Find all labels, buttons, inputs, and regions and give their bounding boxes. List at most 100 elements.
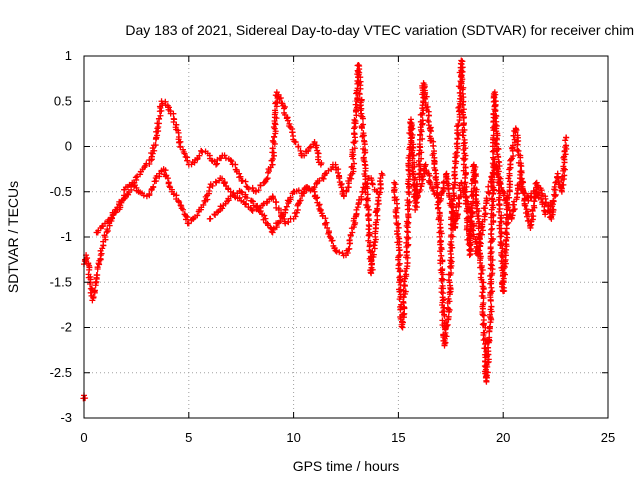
data-point-marker (378, 170, 385, 177)
data-point-marker (228, 158, 235, 165)
data-point-marker (297, 147, 304, 154)
data-point-marker (417, 131, 424, 138)
data-point-marker (364, 197, 371, 204)
data-point-marker (397, 276, 404, 283)
data-point-marker (499, 245, 506, 252)
data-markers (80, 57, 570, 402)
data-point-marker (405, 199, 412, 206)
data-point-marker (295, 201, 302, 208)
data-point-marker (409, 170, 416, 177)
data-point-marker (358, 124, 365, 131)
data-point-marker (458, 61, 465, 68)
data-point-marker (261, 179, 268, 186)
data-point-marker (496, 208, 503, 215)
data-point-marker (489, 148, 496, 155)
data-point-marker (438, 277, 445, 284)
data-point-marker (354, 62, 361, 69)
data-point-marker (148, 157, 155, 164)
data-point-marker (242, 178, 249, 185)
data-point-marker (404, 260, 411, 267)
data-point-marker (351, 116, 358, 123)
data-point-marker (349, 163, 356, 170)
data-point-marker (270, 225, 277, 232)
data-point-marker (445, 277, 452, 284)
data-point-marker (486, 334, 493, 341)
y-tick-label: -0.5 (50, 184, 72, 199)
data-point-marker (322, 215, 329, 222)
data-point-marker (463, 194, 470, 201)
data-point-marker (170, 110, 177, 117)
data-point-marker (472, 202, 479, 209)
data-point-marker (487, 244, 494, 251)
data-point-marker (365, 226, 372, 233)
data-point-marker (260, 200, 267, 207)
data-point-marker (148, 153, 155, 160)
data-point-marker (511, 206, 518, 213)
data-point-marker (480, 337, 487, 344)
data-point-marker (346, 237, 353, 244)
data-point-marker (99, 245, 106, 252)
data-point-marker (364, 212, 371, 219)
data-point-marker (118, 199, 125, 206)
data-point-marker (91, 287, 98, 294)
data-point-marker (408, 137, 415, 144)
data-point-marker (269, 145, 276, 152)
data-point-marker (271, 133, 278, 140)
data-point-marker (227, 157, 234, 164)
data-point-marker (508, 156, 515, 163)
data-point-marker (428, 128, 435, 135)
data-point-marker (206, 184, 213, 191)
data-point-marker (460, 189, 467, 196)
data-point-marker (438, 289, 445, 296)
data-point-marker (128, 186, 135, 193)
data-point-marker (391, 197, 398, 204)
data-point-marker (346, 245, 353, 252)
data-point-marker (461, 189, 468, 196)
data-point-marker (219, 205, 226, 212)
data-point-marker (488, 303, 495, 310)
data-point-marker (439, 271, 446, 278)
data-point-marker (282, 220, 289, 227)
data-point-marker (176, 139, 183, 146)
data-point-marker (257, 207, 264, 214)
data-point-marker (500, 275, 507, 282)
data-point-marker (219, 175, 226, 182)
data-point-marker (400, 311, 407, 317)
data-point-marker (395, 256, 402, 263)
y-tick-label: -2 (60, 320, 72, 335)
data-point-marker (437, 241, 444, 248)
data-point-marker (400, 299, 407, 306)
data-point-marker (489, 196, 496, 203)
data-point-marker (154, 132, 161, 139)
data-point-marker (239, 177, 246, 184)
data-point-marker (550, 206, 557, 213)
data-point-marker (361, 149, 368, 156)
data-point-marker (427, 180, 434, 187)
data-point-marker (108, 215, 115, 222)
data-point-marker (242, 200, 249, 207)
data-point-marker (406, 206, 413, 213)
data-point-marker (325, 229, 332, 236)
data-point-marker (149, 145, 156, 152)
data-point-marker (497, 218, 504, 225)
data-point-marker (473, 173, 480, 180)
y-tick-label: 0 (65, 139, 72, 154)
data-point-marker (503, 221, 510, 228)
data-point-marker (444, 305, 451, 312)
data-point-marker (441, 342, 448, 349)
y-tick-label: 1 (65, 48, 72, 63)
data-point-marker (283, 203, 290, 210)
x-tick-label: 10 (286, 430, 300, 445)
data-point-marker (366, 223, 373, 230)
data-point-marker (269, 137, 276, 144)
data-point-marker (363, 196, 370, 203)
data-point-marker (343, 188, 350, 195)
data-point-marker (396, 288, 403, 295)
data-point-marker (551, 183, 558, 190)
data-point-marker (561, 172, 568, 179)
data-point-marker (405, 176, 412, 183)
data-point-marker (311, 138, 318, 145)
data-point-marker (409, 155, 416, 162)
data-point-marker (181, 150, 188, 157)
data-point-marker (392, 181, 399, 188)
